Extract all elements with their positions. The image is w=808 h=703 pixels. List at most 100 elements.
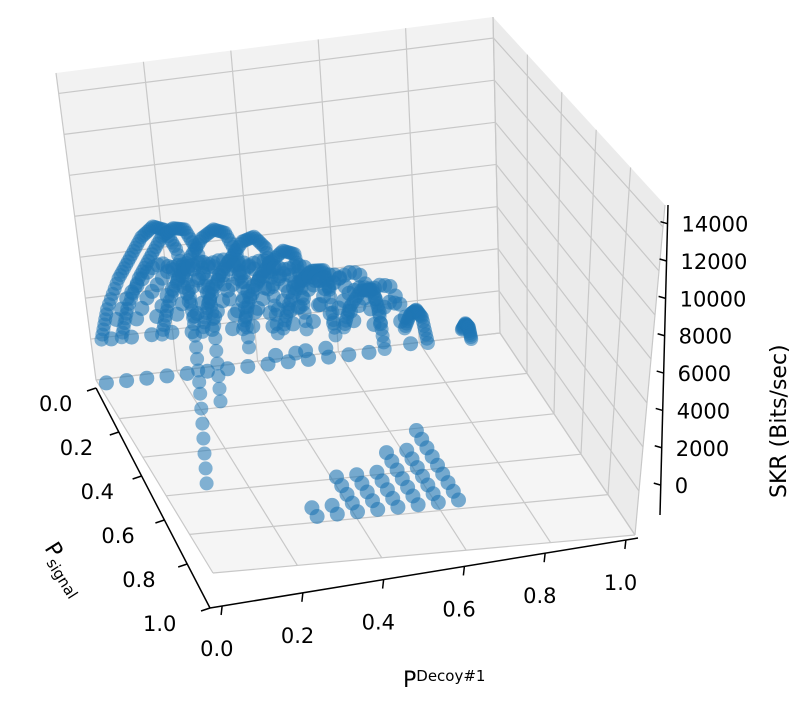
z-axis-line xyxy=(659,204,669,516)
data-points xyxy=(94,219,479,524)
x-tick-label: 0.2 xyxy=(60,436,93,460)
grid-line-y-vertical xyxy=(405,28,420,343)
data-point xyxy=(420,336,435,350)
x-axis-title: Psignal xyxy=(36,538,91,602)
data-point-fill xyxy=(300,351,316,367)
z-tick-mark xyxy=(654,445,662,449)
grid-line-x-floor xyxy=(142,413,555,458)
grid-line-z xyxy=(74,163,652,360)
data-point-fill xyxy=(98,375,114,391)
data-point xyxy=(197,446,212,461)
data-point-fill xyxy=(225,321,241,337)
z-tick-label: 12000 xyxy=(681,250,748,274)
grid-line-z xyxy=(69,121,656,316)
data-point-fill xyxy=(204,321,220,337)
x-tick-mark xyxy=(155,519,165,524)
x-tick-label: 0.6 xyxy=(101,524,134,548)
data-point xyxy=(212,381,227,396)
data-point xyxy=(209,343,224,358)
data-point xyxy=(196,431,211,446)
x-tick-label: 0.8 xyxy=(122,568,155,592)
x-tick-mark xyxy=(177,563,188,568)
data-point xyxy=(377,342,392,356)
z-tick-mark xyxy=(660,220,668,225)
y-tick-label: 1.0 xyxy=(604,571,637,595)
y-tick-label: 0.6 xyxy=(442,597,475,621)
data-point-fill xyxy=(329,506,345,522)
data-point-fill xyxy=(245,318,261,334)
y-tick-label: 0.8 xyxy=(523,584,556,608)
z-tick-mark xyxy=(655,407,663,412)
x-tick-label: 1.0 xyxy=(143,612,176,636)
grid-line-z xyxy=(90,290,640,492)
grid-line-y-floor xyxy=(176,370,298,566)
data-point-fill xyxy=(326,315,342,331)
grid-line-y-floor xyxy=(257,360,383,559)
data-point-fill xyxy=(124,329,139,345)
grid-line-z xyxy=(58,37,664,228)
z-tick-label: 0 xyxy=(675,474,688,498)
y-tick-label: 0.2 xyxy=(281,624,314,648)
z-tick-mark xyxy=(656,370,664,374)
data-point-fill xyxy=(397,309,413,325)
data-point-fill xyxy=(403,336,419,352)
data-point xyxy=(192,375,207,390)
data-point xyxy=(190,351,205,366)
y-tick-mark xyxy=(462,566,466,576)
z-tick-label: 4000 xyxy=(677,399,730,423)
data-point xyxy=(242,340,256,355)
y-axis-line xyxy=(209,537,639,609)
back-pane-right xyxy=(493,17,665,535)
x-tick-mark xyxy=(86,387,97,392)
tick-labels: 0.0 0.2 0.4 0.6 0.8 1.0 0.0 0.2 0.4 0.6 0.8 1.0 0 200… xyxy=(39,213,748,661)
z-tick-mark xyxy=(658,295,666,300)
data-point-fill xyxy=(265,318,281,334)
data-point-fill xyxy=(159,368,175,384)
z-tick-label: 2000 xyxy=(676,437,729,461)
data-point xyxy=(199,476,214,491)
data-point xyxy=(195,416,210,431)
data-point xyxy=(189,340,204,355)
grid-line-y-floor xyxy=(95,379,214,574)
x-tick-mark xyxy=(132,475,142,480)
data-point-fill xyxy=(199,363,215,379)
z-tick-label: 6000 xyxy=(678,362,731,386)
data-point-fill xyxy=(392,296,408,312)
data-point-fill xyxy=(280,354,296,370)
y-axis-title-sub: Decoy#1 xyxy=(416,667,485,685)
y-tick-mark xyxy=(624,539,627,550)
y-tick-label: 0.0 xyxy=(200,637,233,661)
y-axis-title-main: P xyxy=(403,668,416,693)
data-point-fill xyxy=(164,324,180,340)
x-tick-mark xyxy=(109,431,120,436)
y-tick-mark xyxy=(381,579,385,589)
grid-line-x-vertical xyxy=(634,204,666,536)
z-tick-label: 14000 xyxy=(682,213,749,237)
z-tick-label: 8000 xyxy=(679,325,732,349)
z-tick-mark xyxy=(657,333,665,337)
data-point-fill xyxy=(366,317,382,332)
data-point-fill xyxy=(309,509,325,524)
data-point-fill xyxy=(350,504,365,520)
grid-line-x-vertical xyxy=(607,167,632,495)
data-point-fill xyxy=(144,327,160,343)
x-tick-mark xyxy=(200,607,211,612)
data-point-fill xyxy=(119,373,135,389)
grid-line-x-floor xyxy=(119,372,528,420)
x-axis-title-sub: signal xyxy=(43,555,82,602)
data-point-fill xyxy=(285,316,301,332)
data-point xyxy=(213,394,228,409)
data-point-fill xyxy=(451,492,466,508)
y-tick-label: 0.4 xyxy=(362,611,395,635)
data-point-fill xyxy=(179,366,195,381)
data-point-fill xyxy=(390,499,406,515)
data-point-fill xyxy=(410,497,426,513)
data-point-fill xyxy=(361,344,377,360)
grid-line-x-vertical xyxy=(553,92,563,414)
data-point-fill xyxy=(430,494,446,510)
data-point xyxy=(194,401,209,416)
grid-line-x-floor xyxy=(212,534,636,574)
data-point-fill xyxy=(103,331,119,347)
y-tick-mark xyxy=(301,592,304,602)
